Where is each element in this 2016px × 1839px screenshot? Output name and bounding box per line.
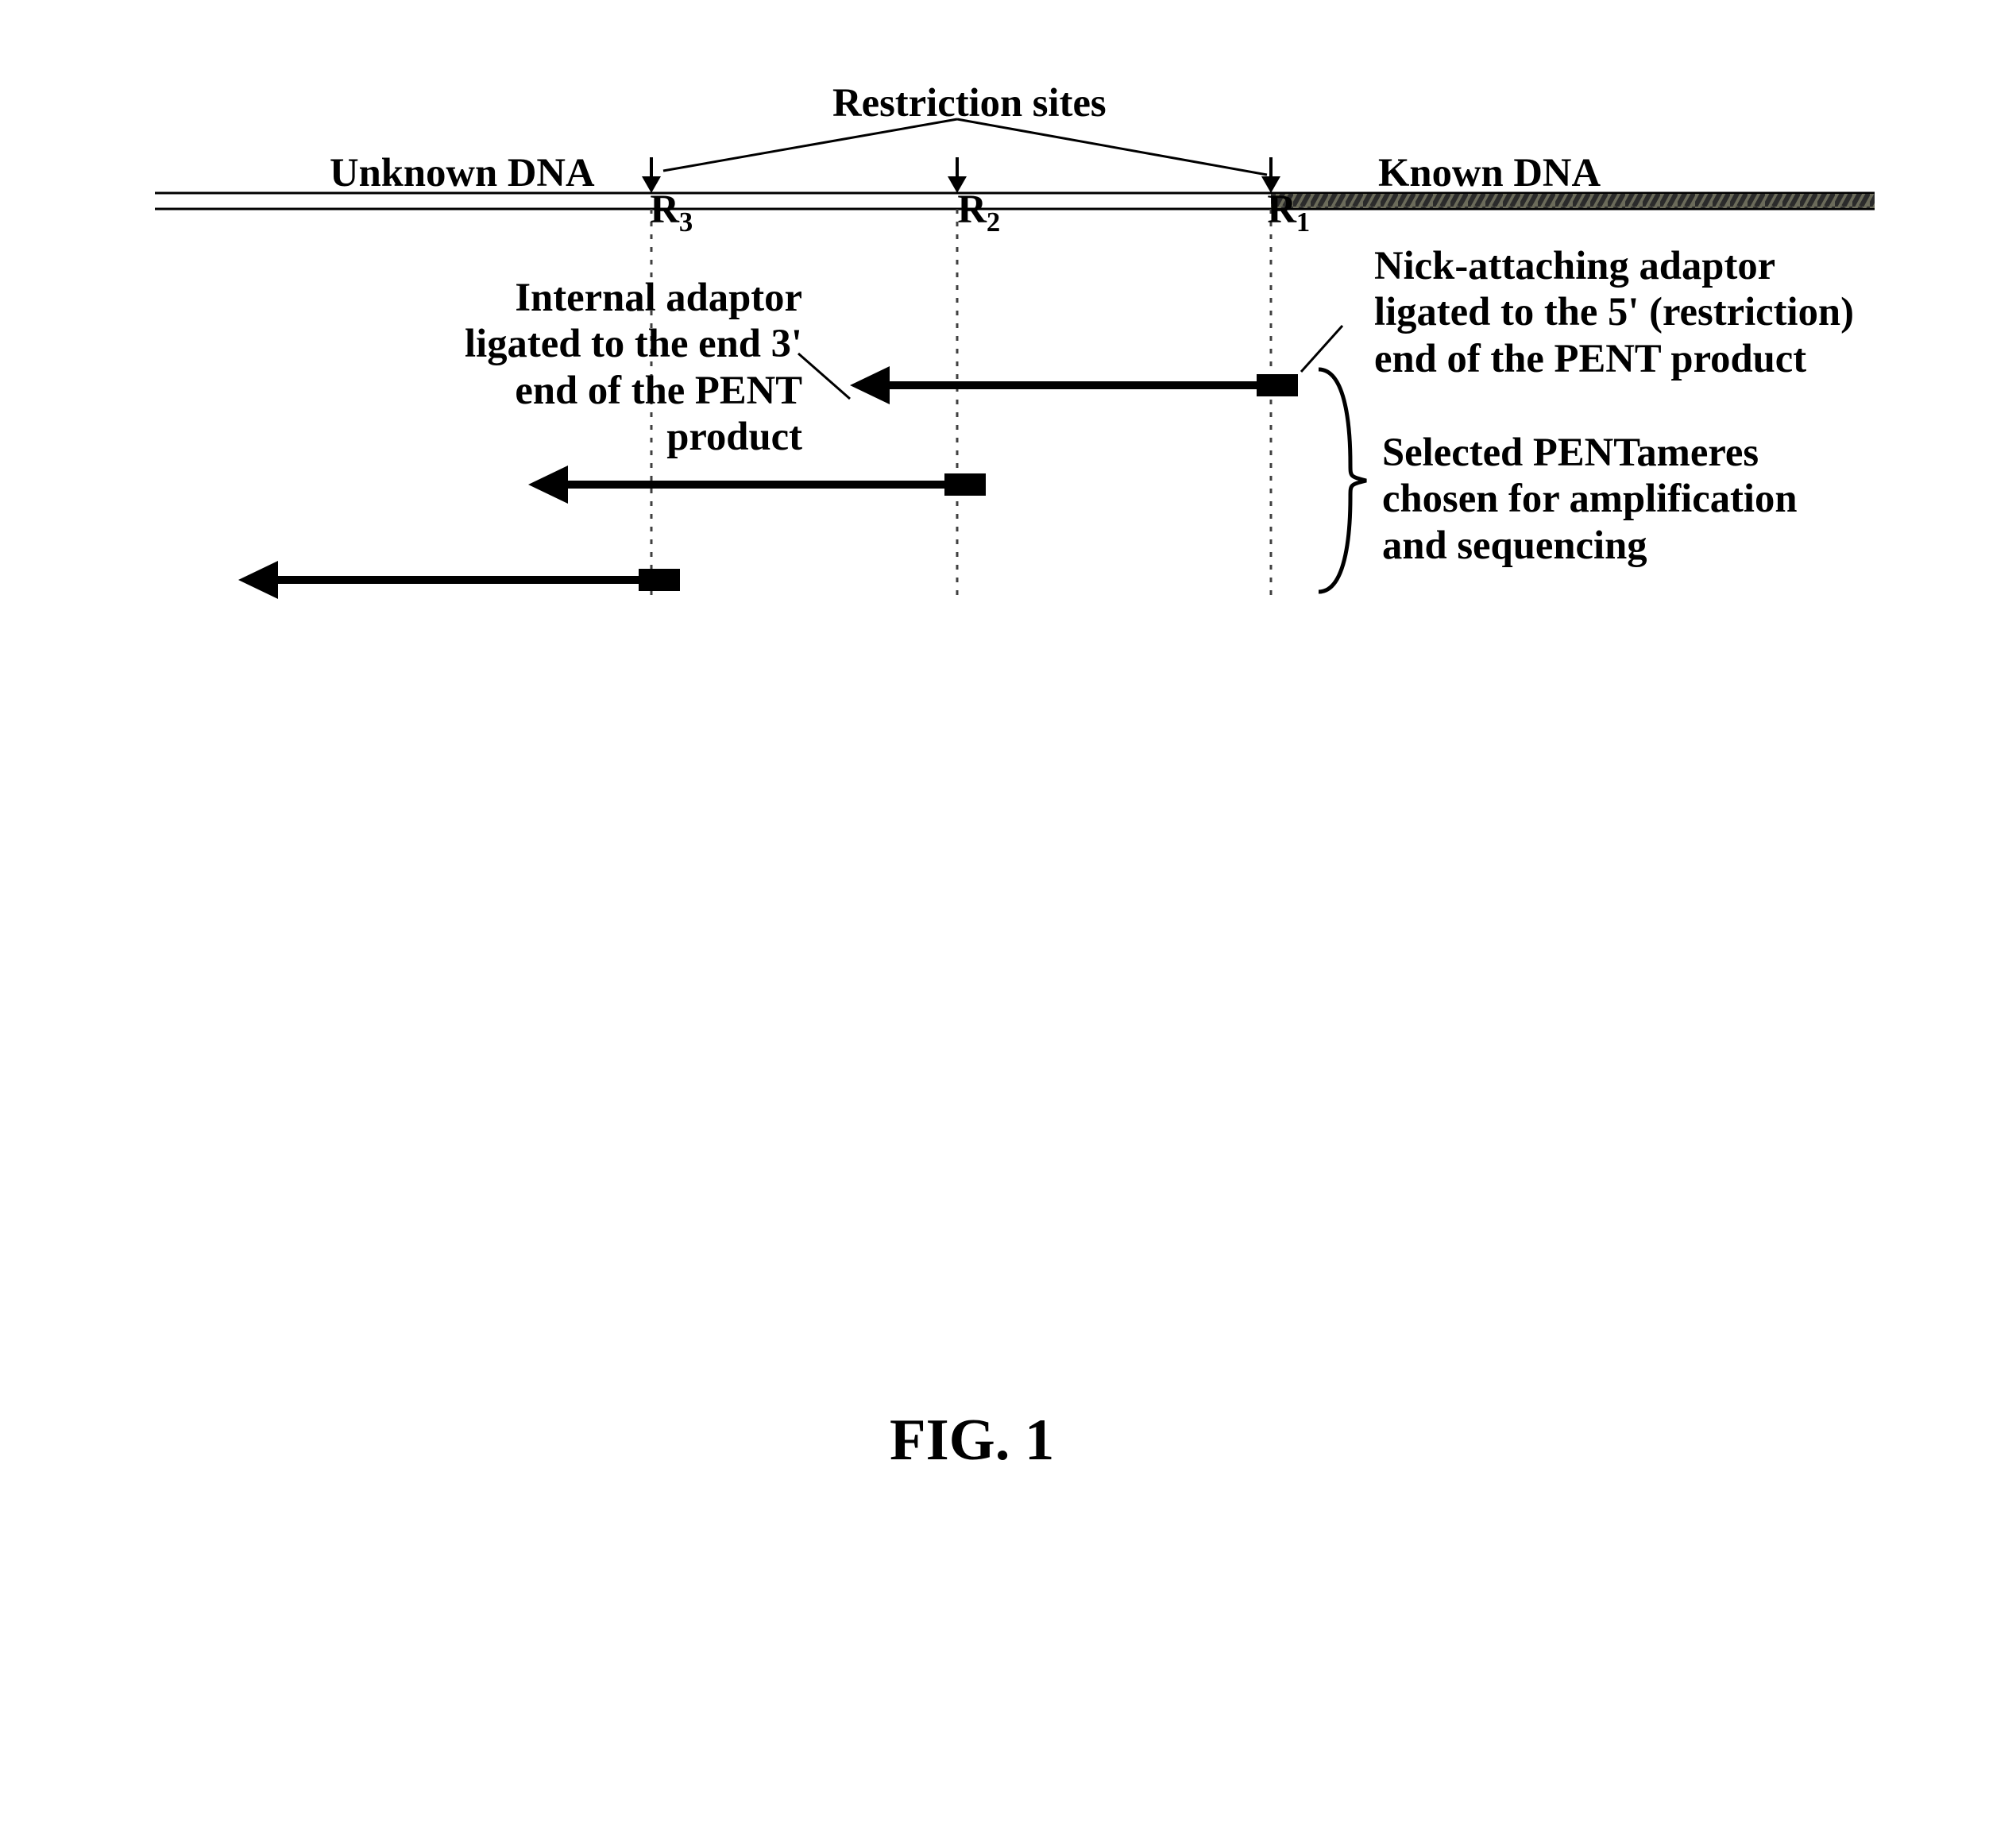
r1-sub: 1	[1296, 207, 1310, 238]
internal-adaptor-leader	[798, 354, 850, 399]
r3-sub: 3	[679, 207, 693, 238]
r3-letter: R	[650, 187, 679, 231]
figure-caption: FIG. 1	[890, 1406, 1054, 1474]
r1-label: R1	[1247, 140, 1310, 239]
internal-adaptor-label: Internal adaptor ligated to the end 3' e…	[389, 274, 802, 459]
nick-adaptor-label: Nick-attaching adaptor ligated to the 5'…	[1374, 242, 1854, 381]
pent-arrow-3	[238, 561, 680, 599]
pent-arrow-2	[528, 466, 986, 504]
known-dna-region	[1271, 194, 1875, 208]
r3-label: R3	[630, 140, 693, 239]
unknown-dna-label: Unknown DNA	[330, 149, 595, 195]
pent-arrow-1	[850, 366, 1298, 404]
restriction-sites-label: Restriction sites	[832, 79, 1106, 126]
known-dna-label: Known DNA	[1378, 149, 1601, 195]
r2-sub: 2	[987, 207, 1000, 238]
selected-pentameres-label: Selected PENTameres chosen for amplifica…	[1382, 429, 1798, 568]
nick-adaptor-leader	[1301, 326, 1342, 372]
pentameres-brace	[1319, 369, 1366, 592]
r2-letter: R	[957, 187, 987, 231]
r2-label: R2	[937, 140, 1000, 239]
r1-letter: R	[1267, 187, 1296, 231]
